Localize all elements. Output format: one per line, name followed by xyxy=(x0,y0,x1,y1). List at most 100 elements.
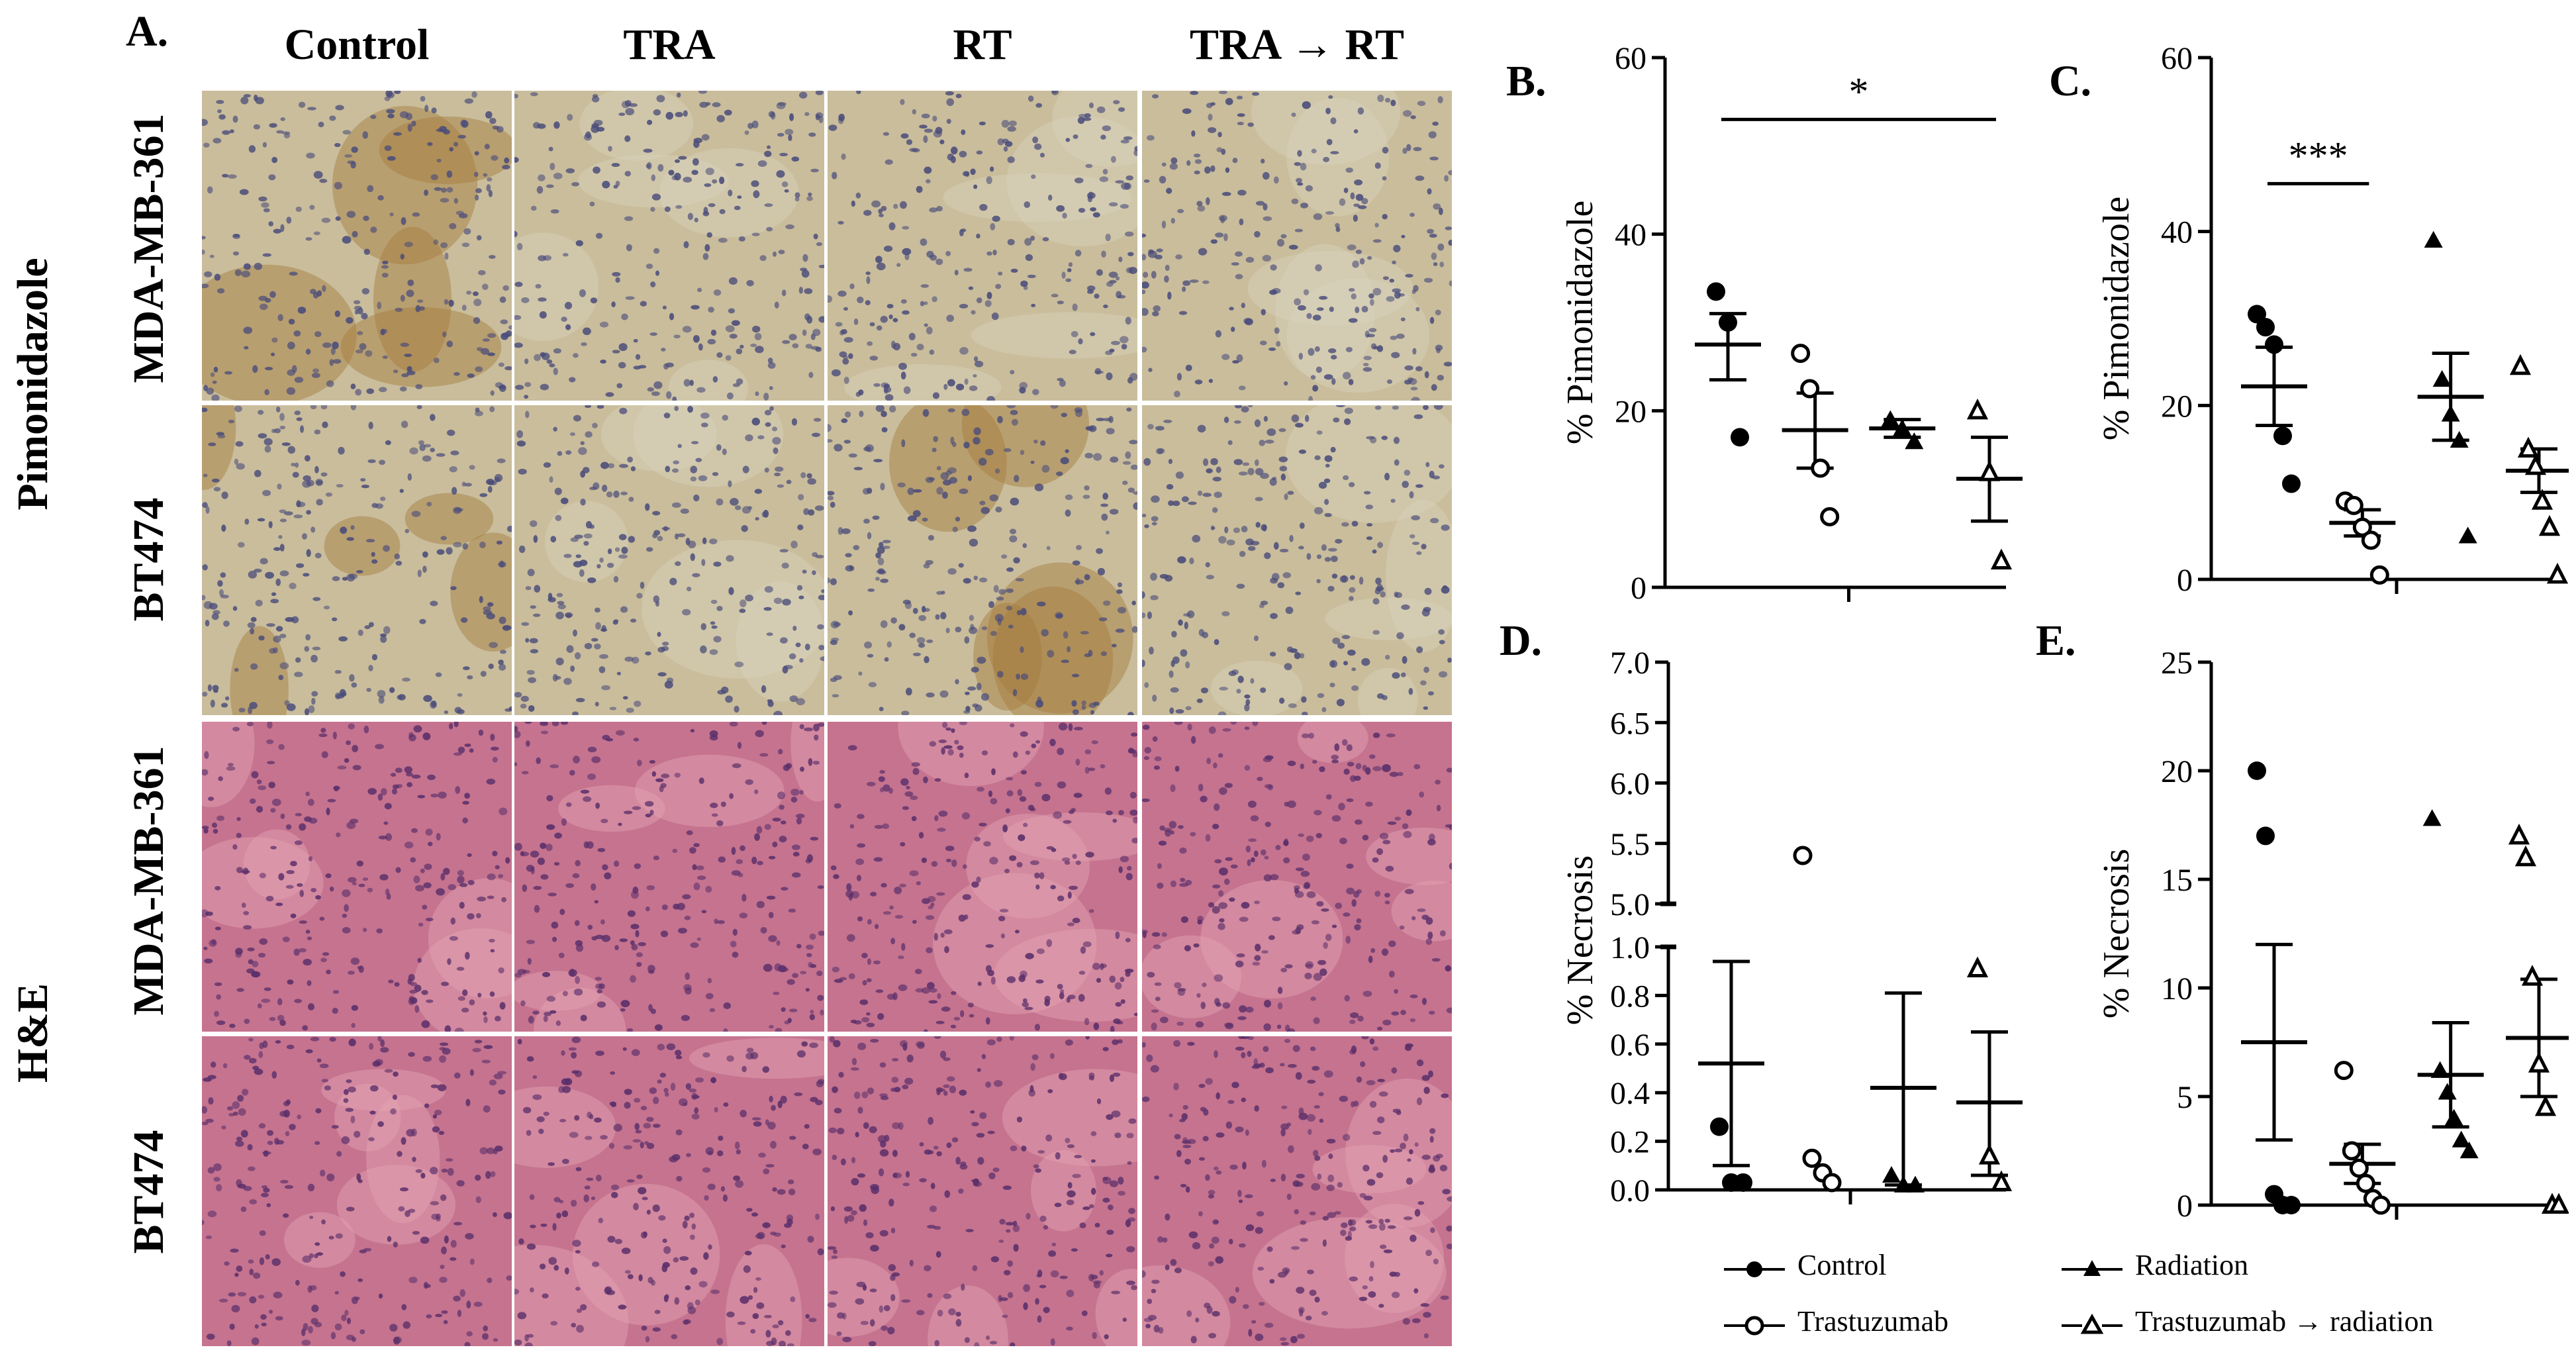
row-label-mda-he: MDA-MB-361 xyxy=(124,746,173,1016)
series-open-triangle xyxy=(1956,956,2023,1191)
axes xyxy=(1655,660,2006,1204)
y-tick-label: 0 xyxy=(2177,563,2193,598)
data-point-open-circle xyxy=(1793,846,1813,865)
panel-d-label: D. xyxy=(1500,616,1543,665)
series-filled-circle xyxy=(1695,282,1761,447)
data-point-open-triangle xyxy=(2521,965,2544,986)
data-point-filled-triangle xyxy=(2458,526,2477,544)
data-point-open-triangle xyxy=(1966,398,1989,420)
y-tick-label: 5.0 xyxy=(1610,887,1650,922)
col-header-tra-rt: TRA → RT xyxy=(1189,21,1405,69)
y-tick-label: 60 xyxy=(2161,41,2193,76)
y-tick-label: 6.0 xyxy=(1610,767,1650,802)
series-filled-circle xyxy=(2241,761,2307,1214)
series-open-triangle xyxy=(2506,823,2569,1214)
data-point-open-triangle xyxy=(2509,354,2532,375)
micrograph-tile xyxy=(1142,1036,1452,1346)
y-tick-label: 0.8 xyxy=(1610,979,1650,1014)
data-point-filled-triangle xyxy=(2424,230,2443,248)
y-tick-label: 40 xyxy=(1615,218,1646,253)
legend-label-control: Control xyxy=(1797,1249,1887,1281)
data-point-filled-circle xyxy=(1731,428,1749,447)
data-point-open-triangle xyxy=(2546,562,2569,584)
data-point-open-circle xyxy=(1811,458,1831,478)
y-tick-label: 20 xyxy=(2161,754,2193,789)
data-point-filled-triangle xyxy=(2441,405,2460,422)
micrograph-tile xyxy=(1142,405,1452,715)
section-label-he: H&E xyxy=(9,983,57,1083)
data-point-open-circle xyxy=(2371,1195,2391,1215)
data-point-open-triangle xyxy=(2524,454,2547,475)
y-tick-label: 0 xyxy=(2177,1189,2193,1224)
micrograph-tile xyxy=(514,1036,824,1346)
y-tick-label: 5 xyxy=(2177,1080,2193,1115)
data-point-filled-circle xyxy=(2265,335,2283,354)
data-point-filled-circle xyxy=(2282,474,2301,493)
series-filled-triangle xyxy=(1869,410,1936,450)
series-filled-circle xyxy=(1698,959,1764,1192)
y-tick-label: 6.5 xyxy=(1610,706,1650,741)
data-point-open-circle xyxy=(2342,1141,2361,1161)
micrograph-tile xyxy=(202,1036,512,1346)
series-open-triangle xyxy=(1956,398,2023,569)
legend-filled-triangle-icon xyxy=(2062,1260,2123,1276)
data-point-filled-triangle xyxy=(2444,1108,2463,1126)
series-open-circle xyxy=(2329,491,2396,585)
y-axis-label: % Necrosis xyxy=(2096,849,2137,1019)
panel-b-label: B. xyxy=(1506,57,1547,105)
data-point-filled-triangle xyxy=(2450,430,2469,448)
y-tick-label: 0 xyxy=(1631,571,1646,606)
y-tick-label: 0.0 xyxy=(1610,1173,1650,1208)
series-open-circle xyxy=(1793,846,1842,1193)
y-tick-label: 5.5 xyxy=(1610,827,1650,862)
data-point-filled-triangle xyxy=(1905,432,1924,450)
micrograph-tile xyxy=(828,405,1137,715)
data-point-filled-circle xyxy=(1707,282,1725,301)
data-point-filled-circle xyxy=(2248,761,2266,780)
series-open-circle xyxy=(1782,344,1848,526)
data-point-filled-triangle xyxy=(1893,419,1912,436)
micrograph-tile xyxy=(514,722,824,1032)
y-axis-label: % Pimonidazole xyxy=(1560,201,1601,445)
data-point-open-circle xyxy=(2349,1158,2369,1178)
legend-label-trastuzumab: Trastuzumab xyxy=(1797,1305,1949,1338)
data-point-filled-triangle xyxy=(1906,1175,1925,1193)
y-tick-label: 0.2 xyxy=(1610,1125,1650,1160)
micrograph-tile xyxy=(514,91,824,401)
data-point-open-circle xyxy=(2352,517,2372,537)
y-tick-label: 60 xyxy=(1615,41,1646,76)
micrograph-tile xyxy=(1142,91,1452,401)
col-header-tra: TRA xyxy=(623,21,716,69)
data-point-open-triangle xyxy=(2528,1051,2550,1073)
micrograph-tile xyxy=(202,91,512,401)
y-tick-label: 10 xyxy=(2161,971,2193,1006)
micrograph-tile xyxy=(828,722,1137,1032)
data-point-filled-triangle xyxy=(2452,1130,2471,1148)
data-point-open-triangle xyxy=(2538,514,2561,536)
data-point-filled-triangle xyxy=(2422,809,2442,826)
legend-open-circle-icon xyxy=(1724,1316,1785,1336)
data-point-filled-triangle xyxy=(2459,1142,2479,1159)
axes xyxy=(2198,660,2555,1220)
legend: Control Radiation Trastuzumab Trastuzuma… xyxy=(1721,1248,2569,1361)
data-point-open-triangle xyxy=(1966,956,1989,978)
chart-e-necrosis-bt474: 0 5 10 15 20 25 % Necrosis xyxy=(2096,646,2569,1224)
micrograph-tile xyxy=(1142,722,1452,1032)
micrograph-tile xyxy=(202,722,512,1032)
series-open-triangle xyxy=(2506,354,2569,584)
data-point-filled-triangle xyxy=(1894,1175,1913,1193)
legend-label-radiation: Radiation xyxy=(2135,1249,2249,1281)
panel-a-label: A. xyxy=(126,7,169,56)
significance-label: * xyxy=(1849,70,1869,113)
data-point-open-circle xyxy=(2334,1061,2354,1081)
chart-d-necrosis-mda: 5.0 5.5 6.0 6.5 7.0 0.0 0.2 0.4 0.6 0.8 1.0 % Necro… xyxy=(1560,646,2023,1208)
significance-label: *** xyxy=(2289,134,2348,177)
data-point-open-triangle xyxy=(2531,489,2553,510)
data-point-filled-triangle xyxy=(2432,369,2452,387)
data-point-open-circle xyxy=(2356,1173,2375,1193)
y-axis-label: % Pimonidazole xyxy=(2096,197,2137,441)
y-tick-label: 15 xyxy=(2161,863,2193,898)
data-point-open-circle xyxy=(1800,379,1820,399)
data-point-open-circle xyxy=(1791,344,1811,364)
data-point-open-triangle xyxy=(2548,1193,2569,1214)
